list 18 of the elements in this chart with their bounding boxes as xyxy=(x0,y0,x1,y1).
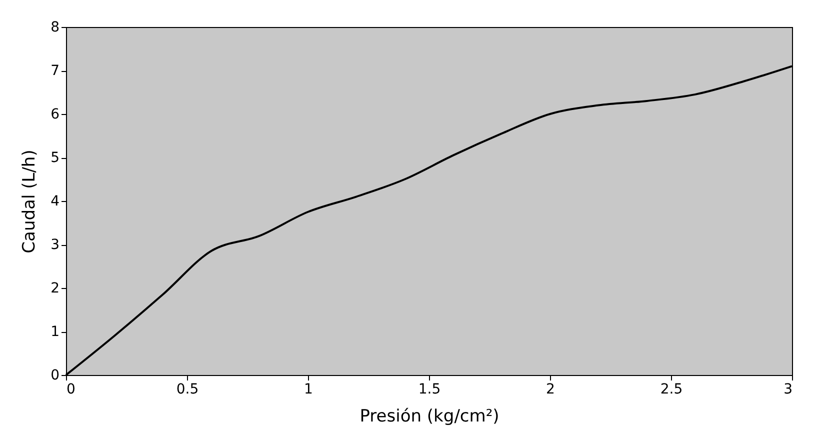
x-tick-label: 0 xyxy=(66,382,76,398)
y-axis-title: Caudal (L/h) xyxy=(20,150,40,254)
y-tick-label: 7 xyxy=(50,63,60,79)
x-tick-label: 2.5 xyxy=(660,382,683,398)
x-tick-label: 0.5 xyxy=(176,382,199,398)
y-tick-label: 1 xyxy=(50,324,60,340)
y-tick-label: 4 xyxy=(50,194,60,210)
x-tick-label: 1 xyxy=(304,382,313,398)
y-tick-label: 5 xyxy=(50,150,60,166)
y-tick-label: 3 xyxy=(50,237,60,253)
x-tick-label: 1.5 xyxy=(418,382,441,398)
y-tick-label: 6 xyxy=(50,106,60,122)
y-tick-label: 2 xyxy=(50,280,60,296)
y-tick-label: 0 xyxy=(50,368,60,384)
x-tick-label: 2 xyxy=(546,382,555,398)
x-tick-label: 3 xyxy=(784,382,792,398)
x-axis-title: Presión (kg/cm²) xyxy=(360,406,500,426)
y-tick-label: 8 xyxy=(50,20,60,36)
